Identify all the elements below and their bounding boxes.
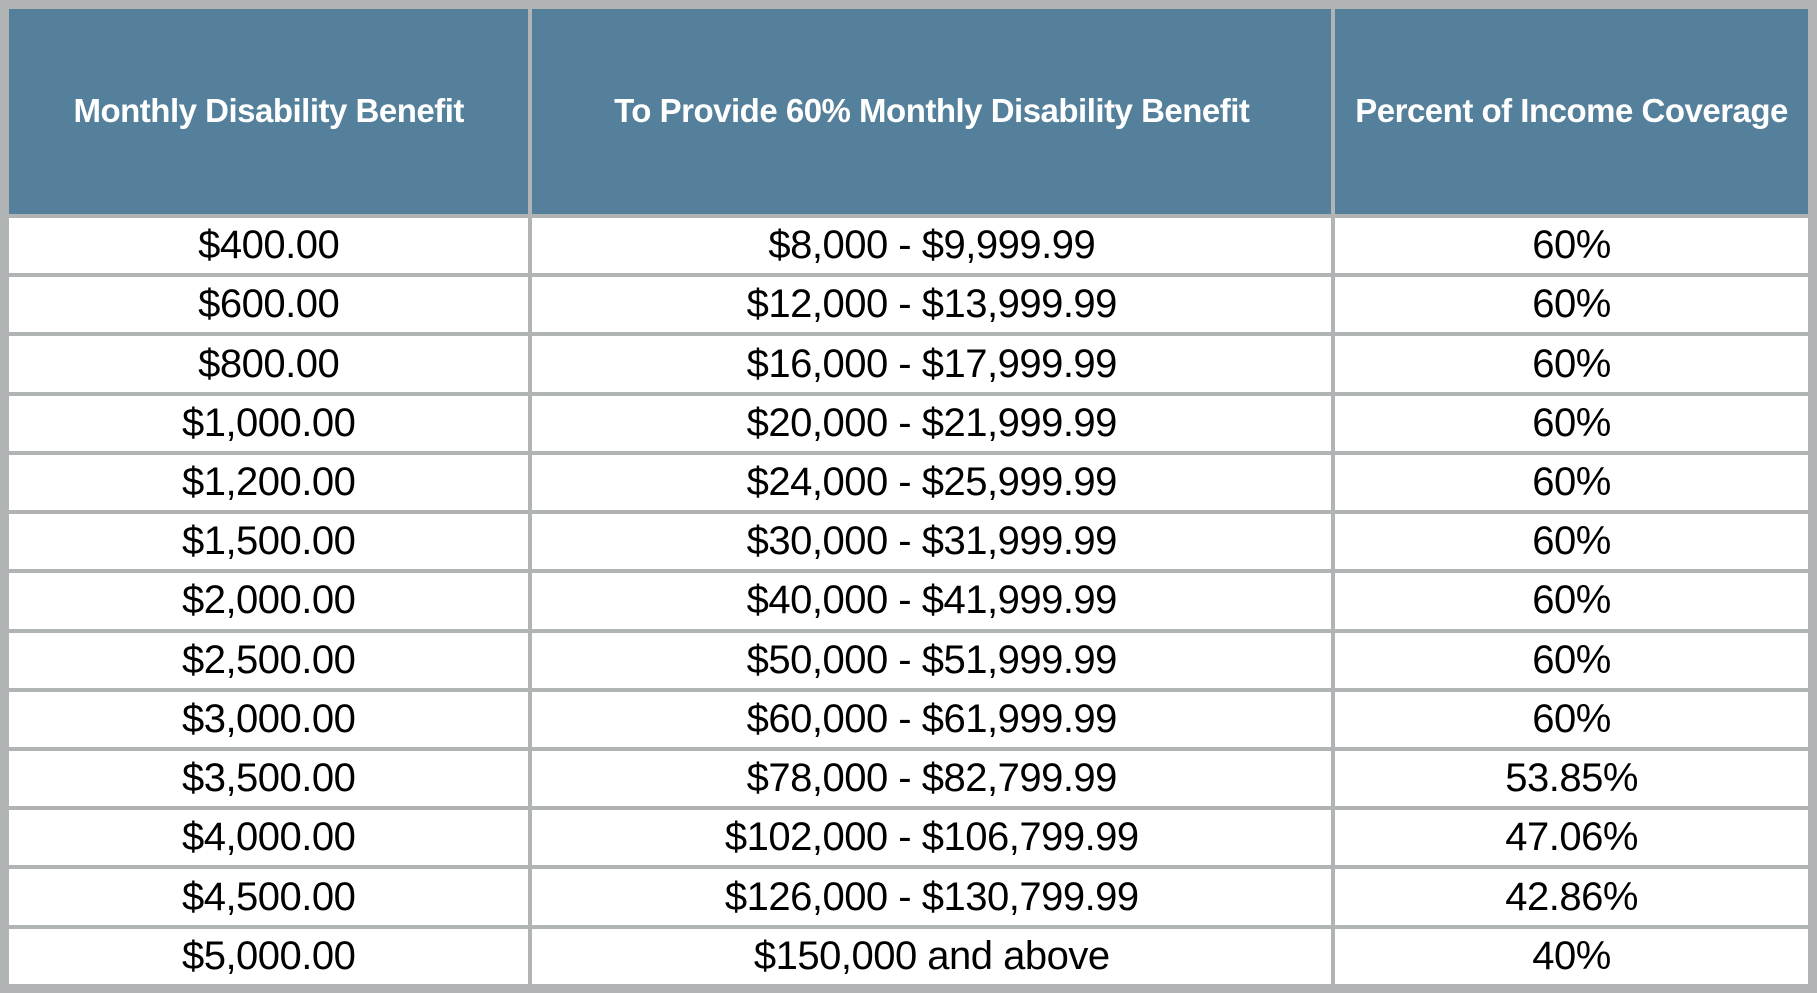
table-row: $600.00 $12,000 - $13,999.99 60% — [9, 277, 1808, 333]
income-range-cell: $150,000 and above — [532, 928, 1332, 984]
column-header-percent-coverage: Percent of Income Coverage — [1335, 9, 1808, 214]
benefit-amount-cell: $1,000.00 — [9, 395, 529, 451]
column-header-monthly-benefit: Monthly Disability Benefit — [9, 9, 529, 214]
benefit-amount-cell: $3,000.00 — [9, 691, 529, 747]
disability-benefit-table: Monthly Disability Benefit To Provide 60… — [5, 5, 1812, 988]
coverage-percent-cell: 60% — [1335, 395, 1808, 451]
benefit-amount-cell: $800.00 — [9, 336, 529, 392]
income-range-cell: $102,000 - $106,799.99 — [532, 810, 1332, 866]
income-range-cell: $16,000 - $17,999.99 — [532, 336, 1332, 392]
table-row: $1,000.00 $20,000 - $21,999.99 60% — [9, 395, 1808, 451]
table-row: $400.00 $8,000 - $9,999.99 60% — [9, 218, 1808, 274]
coverage-percent-cell: 60% — [1335, 632, 1808, 688]
benefit-amount-cell: $3,500.00 — [9, 750, 529, 807]
income-range-cell: $78,000 - $82,799.99 — [532, 750, 1332, 807]
income-range-cell: $24,000 - $25,999.99 — [532, 454, 1332, 511]
table-row: $1,500.00 $30,000 - $31,999.99 60% — [9, 514, 1808, 570]
table-row: $4,500.00 $126,000 - $130,799.99 42.86% — [9, 869, 1808, 925]
income-range-cell: $60,000 - $61,999.99 — [532, 691, 1332, 747]
benefit-amount-cell: $4,000.00 — [9, 810, 529, 866]
benefit-amount-cell: $600.00 — [9, 277, 529, 333]
benefit-amount-cell: $2,500.00 — [9, 632, 529, 688]
benefit-amount-cell: $1,200.00 — [9, 454, 529, 511]
income-range-cell: $12,000 - $13,999.99 — [532, 277, 1332, 333]
table-row: $3,000.00 $60,000 - $61,999.99 60% — [9, 691, 1808, 747]
coverage-percent-cell: 60% — [1335, 277, 1808, 333]
benefit-amount-cell: $1,500.00 — [9, 514, 529, 570]
coverage-percent-cell: 42.86% — [1335, 869, 1808, 925]
table-row: $4,000.00 $102,000 - $106,799.99 47.06% — [9, 810, 1808, 866]
table-body: $400.00 $8,000 - $9,999.99 60% $600.00 $12,0… — [9, 218, 1808, 984]
benefit-amount-cell: $2,000.00 — [9, 573, 529, 629]
benefit-amount-cell: $400.00 — [9, 218, 529, 274]
coverage-percent-cell: 47.06% — [1335, 810, 1808, 866]
coverage-percent-cell: 60% — [1335, 691, 1808, 747]
coverage-percent-cell: 60% — [1335, 454, 1808, 511]
table-header: Monthly Disability Benefit To Provide 60… — [9, 9, 1808, 214]
coverage-percent-cell: 53.85% — [1335, 750, 1808, 807]
income-range-cell: $126,000 - $130,799.99 — [532, 869, 1332, 925]
benefit-amount-cell: $4,500.00 — [9, 869, 529, 925]
table-row: $3,500.00 $78,000 - $82,799.99 53.85% — [9, 750, 1808, 807]
coverage-percent-cell: 60% — [1335, 218, 1808, 274]
column-header-income-range: To Provide 60% Monthly Disability Benefi… — [532, 9, 1332, 214]
table-row: $2,000.00 $40,000 - $41,999.99 60% — [9, 573, 1808, 629]
table-row: $2,500.00 $50,000 - $51,999.99 60% — [9, 632, 1808, 688]
table-row: $5,000.00 $150,000 and above 40% — [9, 928, 1808, 984]
benefit-amount-cell: $5,000.00 — [9, 928, 529, 984]
income-range-cell: $20,000 - $21,999.99 — [532, 395, 1332, 451]
table-row: $1,200.00 $24,000 - $25,999.99 60% — [9, 454, 1808, 511]
income-range-cell: $8,000 - $9,999.99 — [532, 218, 1332, 274]
coverage-percent-cell: 60% — [1335, 514, 1808, 570]
coverage-percent-cell: 60% — [1335, 336, 1808, 392]
income-range-cell: $40,000 - $41,999.99 — [532, 573, 1332, 629]
table-row: $800.00 $16,000 - $17,999.99 60% — [9, 336, 1808, 392]
coverage-percent-cell: 40% — [1335, 928, 1808, 984]
coverage-percent-cell: 60% — [1335, 573, 1808, 629]
header-row: Monthly Disability Benefit To Provide 60… — [9, 9, 1808, 214]
income-range-cell: $50,000 - $51,999.99 — [532, 632, 1332, 688]
income-range-cell: $30,000 - $31,999.99 — [532, 514, 1332, 570]
